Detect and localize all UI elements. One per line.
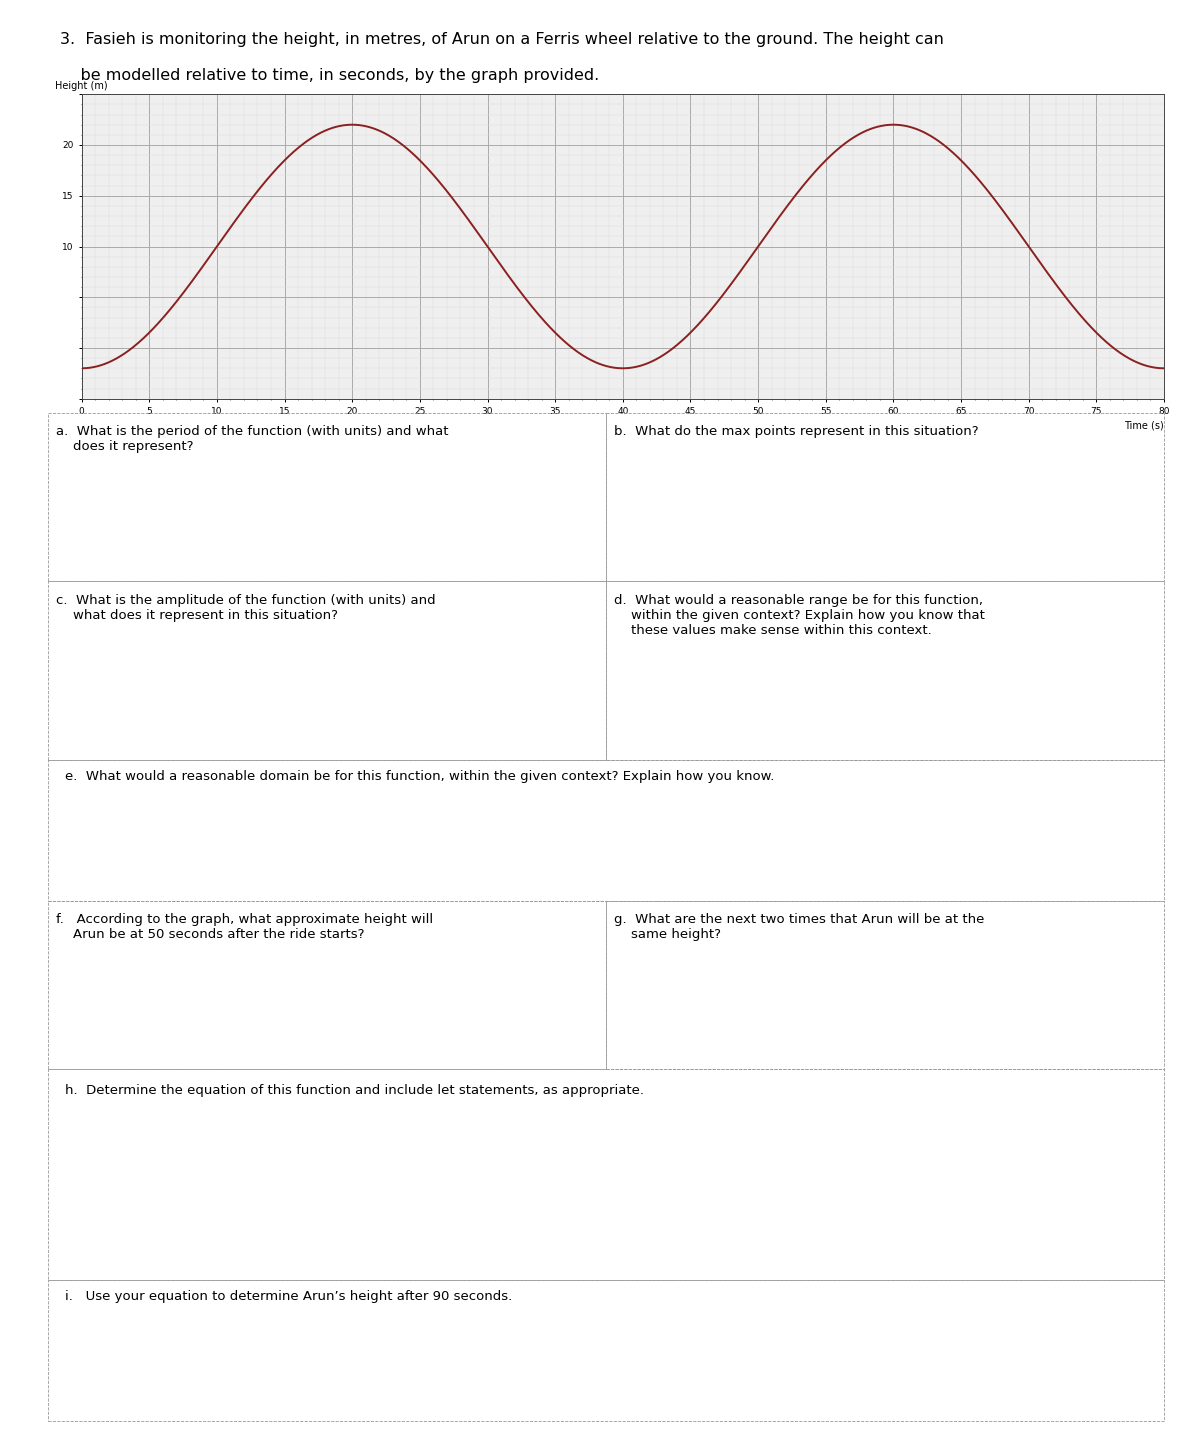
- Text: c.  What is the amplitude of the function (with units) and
    what does it repr: c. What is the amplitude of the function…: [56, 593, 436, 622]
- Text: h.  Determine the equation of this function and include let statements, as appro: h. Determine the equation of this functi…: [65, 1083, 643, 1096]
- Text: Height (m): Height (m): [54, 81, 107, 91]
- Text: 3.  Fasieh is monitoring the height, in metres, of Arun on a Ferris wheel relati: 3. Fasieh is monitoring the height, in m…: [60, 32, 944, 46]
- Text: Time (s): Time (s): [1124, 420, 1164, 431]
- Text: b.  What do the max points represent in this situation?: b. What do the max points represent in t…: [614, 425, 979, 438]
- Text: be modelled relative to time, in seconds, by the graph provided.: be modelled relative to time, in seconds…: [60, 68, 599, 83]
- Text: g.  What are the next two times that Arun will be at the
    same height?: g. What are the next two times that Arun…: [614, 912, 985, 941]
- Text: d.  What would a reasonable range be for this function,
    within the given con: d. What would a reasonable range be for …: [614, 593, 985, 637]
- Text: a.  What is the period of the function (with units) and what
    does it represe: a. What is the period of the function (w…: [56, 425, 449, 452]
- Text: i.   Use your equation to determine Arun’s height after 90 seconds.: i. Use your equation to determine Arun’s…: [65, 1290, 512, 1304]
- Text: f.   According to the graph, what approximate height will
    Arun be at 50 seco: f. According to the graph, what approxim…: [56, 912, 433, 941]
- Text: e.  What would a reasonable domain be for this function, within the given contex: e. What would a reasonable domain be for…: [65, 770, 774, 783]
